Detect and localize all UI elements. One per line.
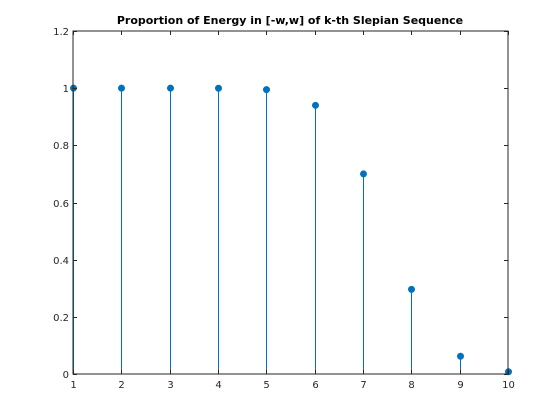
- y-tick-label: 1.2: [53, 27, 69, 38]
- chart-title: Proportion of Energy in [-w,w] of k-th S…: [117, 14, 463, 27]
- x-tick-label: 2: [118, 380, 124, 391]
- stem-marker: [312, 101, 319, 109]
- stem-marker: [118, 84, 125, 92]
- x-tick-label: 4: [215, 380, 221, 391]
- stem-marker: [457, 352, 464, 360]
- stem-marker: [408, 285, 415, 293]
- stems: [73, 88, 509, 374]
- axes-box: [72, 30, 509, 375]
- y-tick-label: 0.8: [53, 141, 69, 152]
- plot-area: 1 2 3 4 5 6 7 8 9 10 0 0.2 0.4 0.6 0.8 1 1.2: [53, 27, 515, 391]
- x-tick-label: 6: [312, 380, 318, 391]
- x-tick-label: 5: [263, 380, 269, 391]
- stem-marker: [360, 170, 367, 178]
- x-tick-label: 10: [502, 380, 515, 391]
- y-tick-label: 0: [63, 370, 69, 381]
- x-tick-label: 8: [408, 380, 414, 391]
- x-tick-label: 7: [360, 380, 366, 391]
- y-tick-label: 0.6: [53, 199, 69, 210]
- markers: [70, 84, 512, 376]
- stem-marker: [215, 84, 222, 92]
- y-tick-label: 0.4: [53, 256, 69, 267]
- x-tick-label: 9: [457, 380, 463, 391]
- x-tick-label: 3: [167, 380, 173, 391]
- y-axis-ticks: 0 0.2 0.4 0.6 0.8 1 1.2: [53, 27, 508, 381]
- stem-marker: [263, 86, 270, 94]
- stem-marker: [167, 84, 174, 92]
- y-tick-label: 1: [63, 84, 69, 95]
- y-tick-label: 0.2: [53, 313, 69, 324]
- x-axis-ticks: 1 2 3 4 5 6 7 8 9 10: [70, 31, 515, 391]
- x-tick-label: 1: [70, 380, 76, 391]
